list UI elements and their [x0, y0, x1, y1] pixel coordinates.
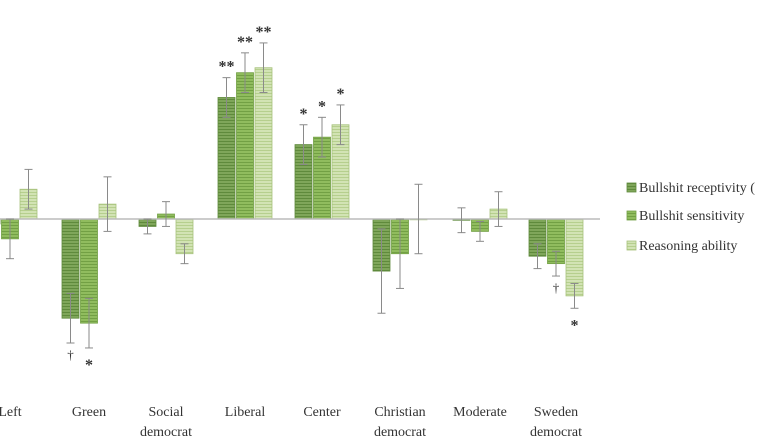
category-label-8: Sweden democrat: [530, 405, 582, 440]
error-bar-2-2: [85, 297, 93, 349]
category-label-5: Center: [303, 405, 341, 420]
error-bar-3-3: [180, 243, 189, 265]
errors-layer: [6, 42, 579, 349]
significance-layer: †*******†****: [67, 24, 578, 374]
error-bar-2-7: [476, 220, 484, 242]
significance-3-5: *: [337, 86, 345, 103]
bars-layer: [0, 67, 584, 324]
significance-2-4: **: [237, 34, 253, 51]
error-bar-1-8: [533, 243, 542, 270]
legend-item-1: Bullshit receptivity (: [626, 181, 755, 196]
error-bar-2-4: [241, 52, 249, 94]
error-bar-2-6: [396, 218, 404, 289]
error-bar-1-2: [66, 292, 75, 344]
significance-2-2: *: [85, 357, 93, 374]
legend-label-3: Reasoning ability: [639, 239, 737, 254]
bar-2-4: [236, 72, 254, 220]
significance-3-4: **: [256, 24, 272, 41]
legend-swatch-2: [626, 210, 637, 221]
significance-2-8: †: [553, 280, 560, 295]
legend-label-1: Bullshit receptivity (: [639, 181, 755, 196]
category-label-3: Social democrat: [140, 405, 192, 440]
significance-1-5: *: [300, 106, 308, 123]
error-bar-3-6: [414, 183, 423, 255]
error-bar-1-4: [222, 77, 231, 118]
significance-1-4: **: [219, 59, 235, 76]
category-label-6: Christian democrat: [374, 405, 426, 440]
legend-label-2: Bullshit sensitivity: [639, 209, 744, 224]
category-labels: Left Green Social democrat Liberal Center Chri…: [0, 405, 582, 440]
legend-item-3: Reasoning ability: [626, 239, 737, 254]
error-bar-1-3: [143, 218, 152, 235]
error-bar-1-5: [299, 124, 308, 165]
error-bar-3-8: [570, 282, 579, 309]
error-bar-2-8: [552, 250, 560, 277]
legend-swatch-3: [626, 240, 637, 251]
error-bar-3-5: [336, 104, 345, 146]
category-label-2: Green: [72, 405, 106, 420]
legend-item-2: Bullshit sensitivity: [626, 209, 744, 224]
error-bar-2-3: [162, 201, 170, 227]
error-bar-3-4: [259, 42, 268, 94]
error-bar-3-2: [103, 176, 112, 232]
error-bar-3-1: [24, 168, 33, 210]
error-bar-1-7: [457, 207, 466, 234]
error-bar-3-7: [494, 191, 503, 227]
category-label-1: Left: [0, 405, 22, 420]
category-label-4: Liberal: [225, 405, 266, 420]
error-bar-2-1: [6, 218, 14, 260]
significance-1-2: †: [67, 347, 74, 362]
significance-2-5: *: [318, 98, 326, 115]
category-label-7: Moderate: [453, 405, 507, 420]
legend-swatch-1: [626, 182, 637, 193]
legend: Bullshit receptivity ( Bullshit sensitivi…: [626, 181, 755, 254]
error-bar-1-6: [377, 228, 386, 314]
error-bar-2-5: [318, 116, 326, 158]
significance-3-8: *: [571, 317, 579, 334]
